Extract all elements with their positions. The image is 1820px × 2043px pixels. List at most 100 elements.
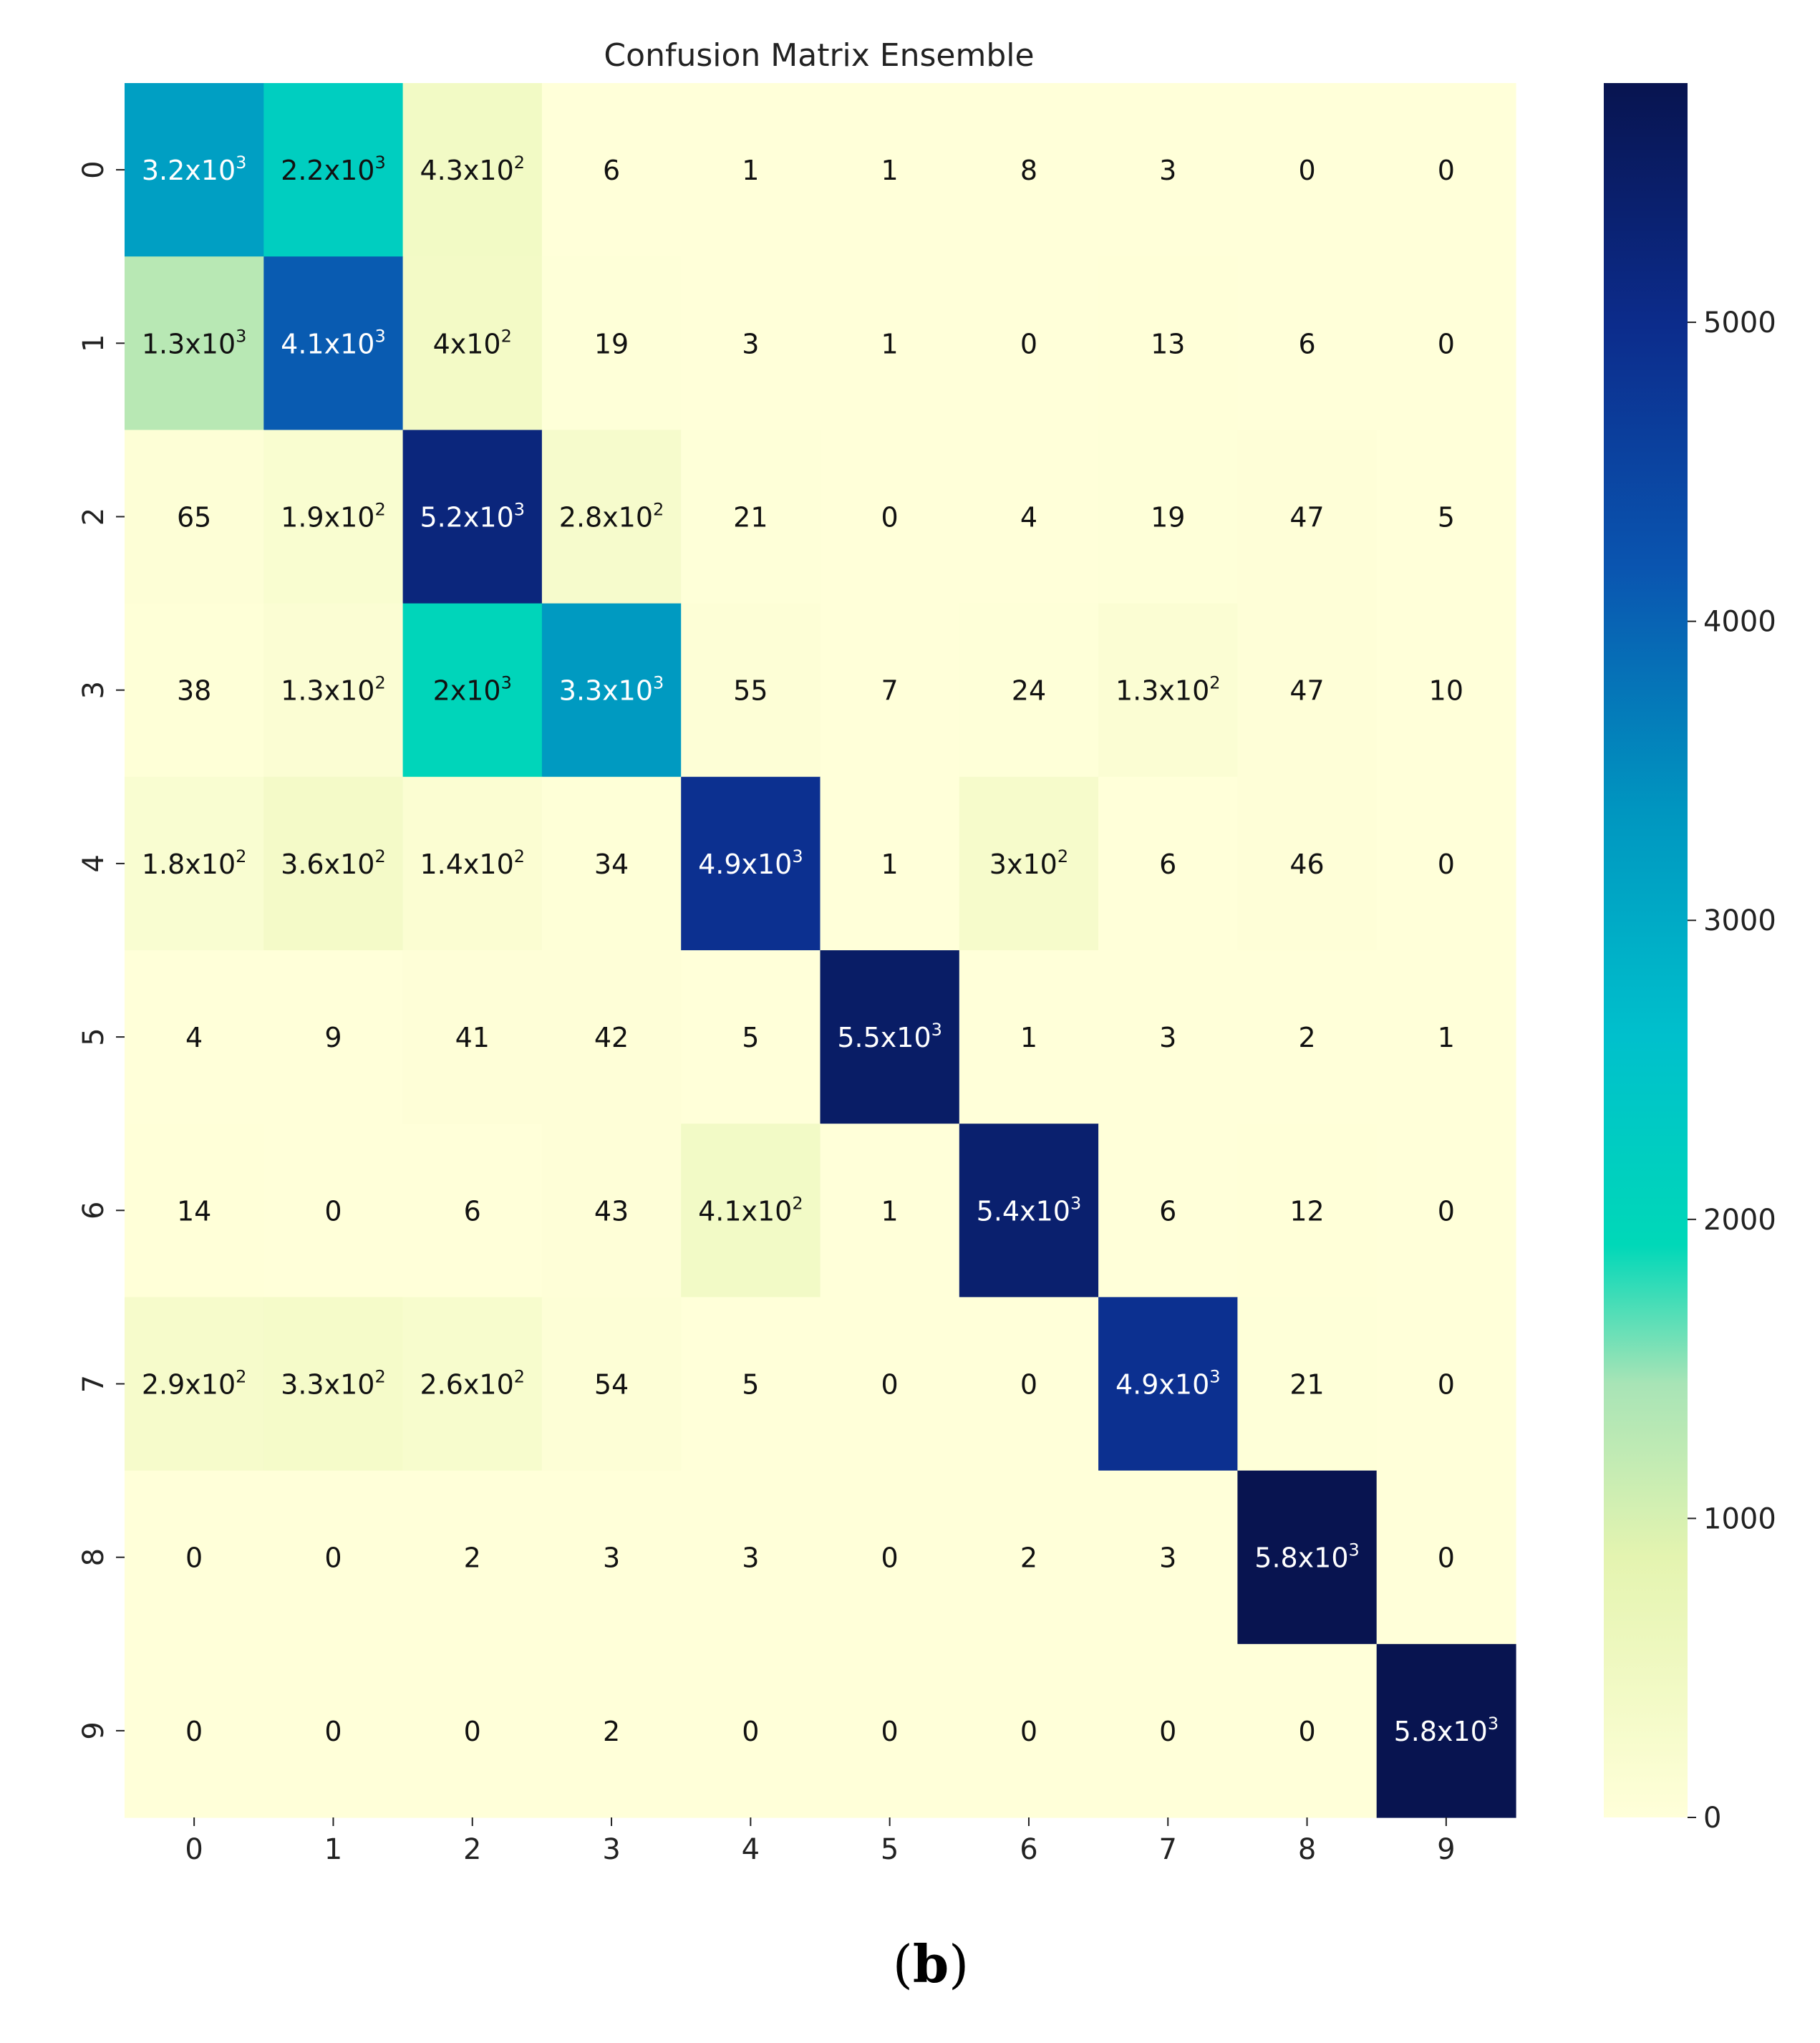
heatmap-cell [541, 1297, 682, 1472]
heatmap-cell [681, 256, 821, 430]
cell-value-label: 47 [1289, 502, 1324, 533]
heatmap-cell [820, 950, 960, 1124]
cell-value-label: 3 [603, 1542, 620, 1574]
x-tick-label: 4 [742, 1833, 760, 1866]
cell-value-label: 3.2x103 [142, 153, 247, 186]
colorbar-tick-label: 4000 [1703, 606, 1776, 639]
heatmap-cell [541, 1124, 682, 1298]
heatmap-cell [1098, 603, 1238, 778]
cell-value-label: 4 [1020, 502, 1037, 533]
cell-value-label: 1.9x102 [281, 500, 386, 533]
heatmap-cell [263, 1470, 404, 1645]
cell-value-label: 2 [1298, 1022, 1315, 1053]
cell-value-label: 2 [464, 1542, 481, 1574]
heatmap-cell [959, 776, 1099, 951]
cell-value-label: 0 [1298, 1716, 1315, 1747]
heatmap-cell [1098, 256, 1238, 430]
x-axis: 0 1 2 3 4 5 6 7 8 9 [185, 1817, 1456, 1866]
cell-value-label: 47 [1289, 675, 1324, 707]
heatmap-cell [541, 430, 682, 604]
heatmap-cell [1098, 1124, 1238, 1298]
heatmap-cell [125, 1643, 264, 1818]
heatmap-cell [1376, 776, 1516, 951]
cell-value-label: 1.3x102 [281, 673, 386, 707]
x-tick-label: 6 [1020, 1833, 1037, 1866]
cell-value-label: 13 [1151, 328, 1185, 359]
cell-value-label: 2x103 [433, 673, 512, 707]
heatmap-cell [820, 430, 960, 604]
heatmap-cell [1237, 1643, 1378, 1818]
y-axis: 0 1 2 3 4 5 6 7 8 9 [77, 160, 125, 1740]
cell-value-label: 1 [881, 328, 899, 359]
heatmap-cell [1098, 1470, 1238, 1645]
cell-value-label: 12 [1289, 1195, 1324, 1227]
cell-value-label: 7 [881, 675, 899, 707]
cell-value-label: 0 [464, 1716, 481, 1747]
cell-value-label: 0 [881, 1542, 899, 1574]
heatmap-cell [820, 83, 960, 257]
y-tick-label: 9 [77, 1721, 110, 1739]
heatmap-cell [1237, 776, 1378, 951]
cell-value-label: 55 [733, 675, 768, 707]
heatmap-cell [1376, 83, 1516, 257]
cell-value-label: 6 [1159, 849, 1176, 880]
cell-value-label: 2 [603, 1716, 620, 1747]
cell-value-label: 4.3x102 [420, 153, 525, 186]
cell-value-label: 24 [1012, 675, 1046, 707]
heatmap-cell [125, 256, 264, 430]
cell-value-label: 0 [1020, 1369, 1037, 1401]
heatmap-cell [820, 1124, 960, 1298]
cell-value-label: 10 [1429, 675, 1463, 707]
cell-value-label: 43 [594, 1195, 629, 1227]
heatmap-cell [681, 1297, 821, 1472]
cell-value-label: 5.2x103 [420, 500, 525, 533]
cell-value-label: 0 [1020, 1716, 1037, 1747]
heatmap-cell [1376, 603, 1516, 778]
heatmap-cell [263, 1297, 404, 1472]
cell-value-label: 19 [594, 328, 629, 359]
cell-value-label: 0 [742, 1716, 759, 1747]
y-tick-label: 0 [77, 160, 110, 178]
heatmap-cell [1237, 256, 1378, 430]
heatmap-cell [402, 776, 543, 951]
cell-value-label: 2.9x102 [142, 1367, 247, 1401]
colorbar-tick-label: 3000 [1703, 904, 1776, 937]
heatmap-cell [402, 256, 543, 430]
x-tick-label: 0 [185, 1833, 203, 1866]
heatmap-cell [820, 603, 960, 778]
cell-value-label: 6 [603, 155, 620, 186]
colorbar-tick-label: 1000 [1703, 1502, 1776, 1535]
x-tick-label: 3 [602, 1833, 620, 1866]
cell-value-label: 5.8x103 [1254, 1540, 1360, 1574]
heatmap-cell [1376, 1297, 1516, 1472]
heatmap-cell [1237, 430, 1378, 604]
cell-value-label: 2.8x102 [559, 500, 664, 533]
cell-value-label: 1 [742, 155, 759, 186]
heatmap-cell [681, 83, 821, 257]
heatmap-cell [1376, 430, 1516, 604]
cell-value-label: 3.3x103 [559, 673, 664, 707]
heatmap-cell [1237, 950, 1378, 1124]
y-tick-label: 2 [77, 508, 110, 526]
heatmap-cell [263, 1643, 404, 1818]
x-tick-label: 7 [1159, 1833, 1177, 1866]
heatmap-cell [1098, 1643, 1238, 1818]
y-tick-label: 4 [77, 854, 110, 872]
heatmap-cell [1237, 603, 1378, 778]
heatmap-cell [681, 776, 821, 951]
heatmap-cell [402, 603, 543, 778]
cell-value-label: 1.3x103 [142, 326, 247, 359]
heatmap-cell [1098, 83, 1238, 257]
cell-value-label: 5 [1438, 502, 1455, 533]
heatmap-cell [125, 1470, 264, 1645]
cell-value-label: 0 [1438, 155, 1455, 186]
cell-value-label: 0 [881, 1369, 899, 1401]
heatmap-cell [125, 430, 264, 604]
heatmap-cell [263, 603, 404, 778]
cell-value-label: 9 [324, 1022, 342, 1053]
cell-value-label: 0 [1159, 1716, 1176, 1747]
heatmap-cell [959, 603, 1099, 778]
heatmap-cell [541, 1643, 682, 1818]
heatmap-cell [263, 83, 404, 257]
colorbar: 0 1000 2000 3000 4000 5000 [1604, 83, 1776, 1835]
